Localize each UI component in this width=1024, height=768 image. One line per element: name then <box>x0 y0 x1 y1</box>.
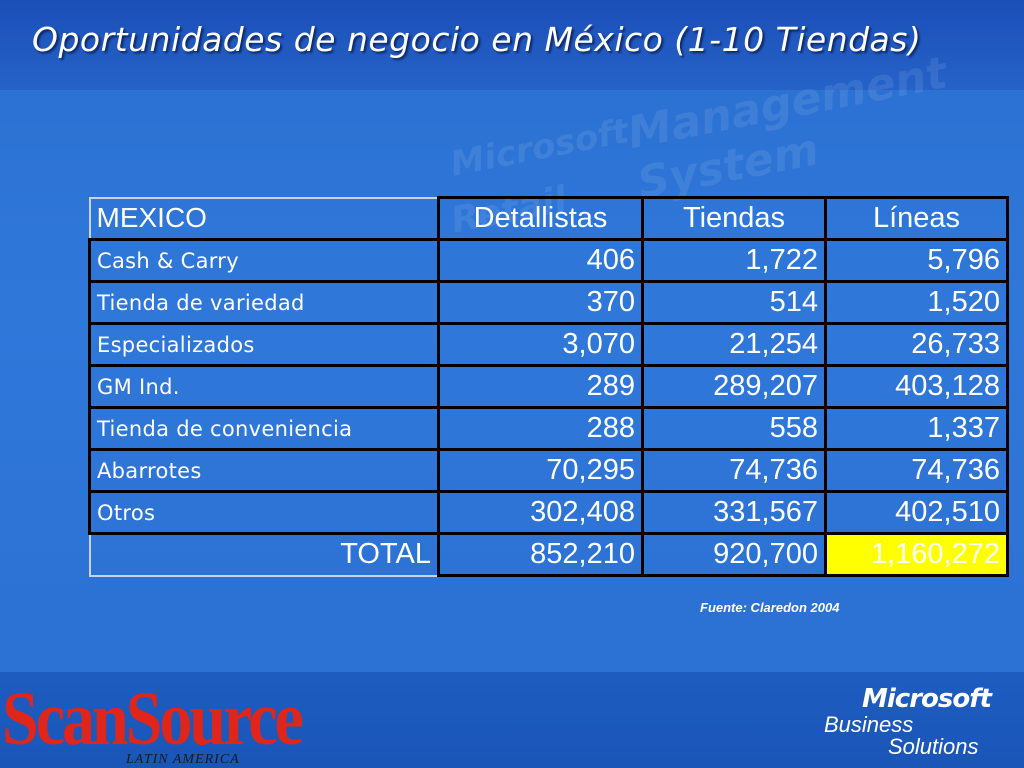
header-detallistas: Detallistas <box>437 196 644 241</box>
mexico-data-table: MEXICO Detallistas Tiendas Líneas Cash &… <box>88 196 1009 577</box>
scansource-subtitle: LATIN AMERICA <box>126 752 240 767</box>
row-label: Tienda de variedad <box>88 280 440 325</box>
total-detallistas: 852,210 <box>437 532 644 577</box>
table-total-row: TOTAL 852,210 920,700 1,160,272 <box>88 532 1009 577</box>
table-row: Abarrotes 70,295 74,736 74,736 <box>88 448 1009 493</box>
header-mexico: MEXICO <box>88 196 440 241</box>
row-label: Especializados <box>88 322 440 367</box>
microsoft-wordmark: Microsoft <box>862 684 992 714</box>
cell-lineas: 1,520 <box>824 280 1009 325</box>
cell-lineas: 26,733 <box>824 322 1009 367</box>
cell-detallistas: 289 <box>437 364 644 409</box>
cell-tiendas: 514 <box>641 280 827 325</box>
title-bar: Oportunidades de negocio en México (1-10… <box>0 0 1024 90</box>
cell-detallistas: 406 <box>437 238 644 283</box>
cell-detallistas: 70,295 <box>437 448 644 493</box>
cell-tiendas: 74,736 <box>641 448 827 493</box>
solutions-text: Solutions <box>888 734 979 759</box>
cell-lineas: 402,510 <box>824 490 1009 535</box>
business-text: Business <box>824 712 914 737</box>
slide-title: Oportunidades de negocio en México (1-10… <box>32 20 922 59</box>
cell-lineas: 74,736 <box>824 448 1009 493</box>
table-row: GM Ind. 289 289,207 403,128 <box>88 364 1009 409</box>
total-tiendas: 920,700 <box>641 532 827 577</box>
footer-bar <box>0 672 1024 768</box>
cell-tiendas: 21,254 <box>641 322 827 367</box>
row-label: Cash & Carry <box>88 238 440 283</box>
cell-tiendas: 1,722 <box>641 238 827 283</box>
cell-lineas: 5,796 <box>824 238 1009 283</box>
cell-tiendas: 331,567 <box>641 490 827 535</box>
table-row: Especializados 3,070 21,254 26,733 <box>88 322 1009 367</box>
total-lineas-highlight: 1,160,272 <box>824 532 1009 577</box>
table-row: Tienda de conveniencia 288 558 1,337 <box>88 406 1009 451</box>
cell-detallistas: 3,070 <box>437 322 644 367</box>
cell-detallistas: 288 <box>437 406 644 451</box>
cell-tiendas: 558 <box>641 406 827 451</box>
row-label: Otros <box>88 490 440 535</box>
table-header-row: MEXICO Detallistas Tiendas Líneas <box>88 196 1009 241</box>
header-tiendas: Tiendas <box>641 196 827 241</box>
cell-tiendas: 289,207 <box>641 364 827 409</box>
source-note: Fuente: Claredon 2004 <box>700 600 840 615</box>
scansource-wordmark: ScanSource <box>2 677 304 762</box>
cell-detallistas: 302,408 <box>437 490 644 535</box>
table-row: Cash & Carry 406 1,722 5,796 <box>88 238 1009 283</box>
row-label: Tienda de conveniencia <box>88 406 440 451</box>
row-label: GM Ind. <box>88 364 440 409</box>
cell-lineas: 403,128 <box>824 364 1009 409</box>
cell-detallistas: 370 <box>437 280 644 325</box>
table-row: Otros 302,408 331,567 402,510 <box>88 490 1009 535</box>
row-label: Abarrotes <box>88 448 440 493</box>
watermark-microsoft: Microsoft <box>447 111 633 185</box>
table-row: Tienda de variedad 370 514 1,520 <box>88 280 1009 325</box>
scansource-logo: ScanSource LATIN AMERICA <box>2 676 304 768</box>
total-label: TOTAL <box>88 532 440 577</box>
header-lineas: Líneas <box>824 196 1009 241</box>
cell-lineas: 1,337 <box>824 406 1009 451</box>
microsoft-business-solutions-logo: Microsoft Business Solutions <box>822 684 1022 768</box>
